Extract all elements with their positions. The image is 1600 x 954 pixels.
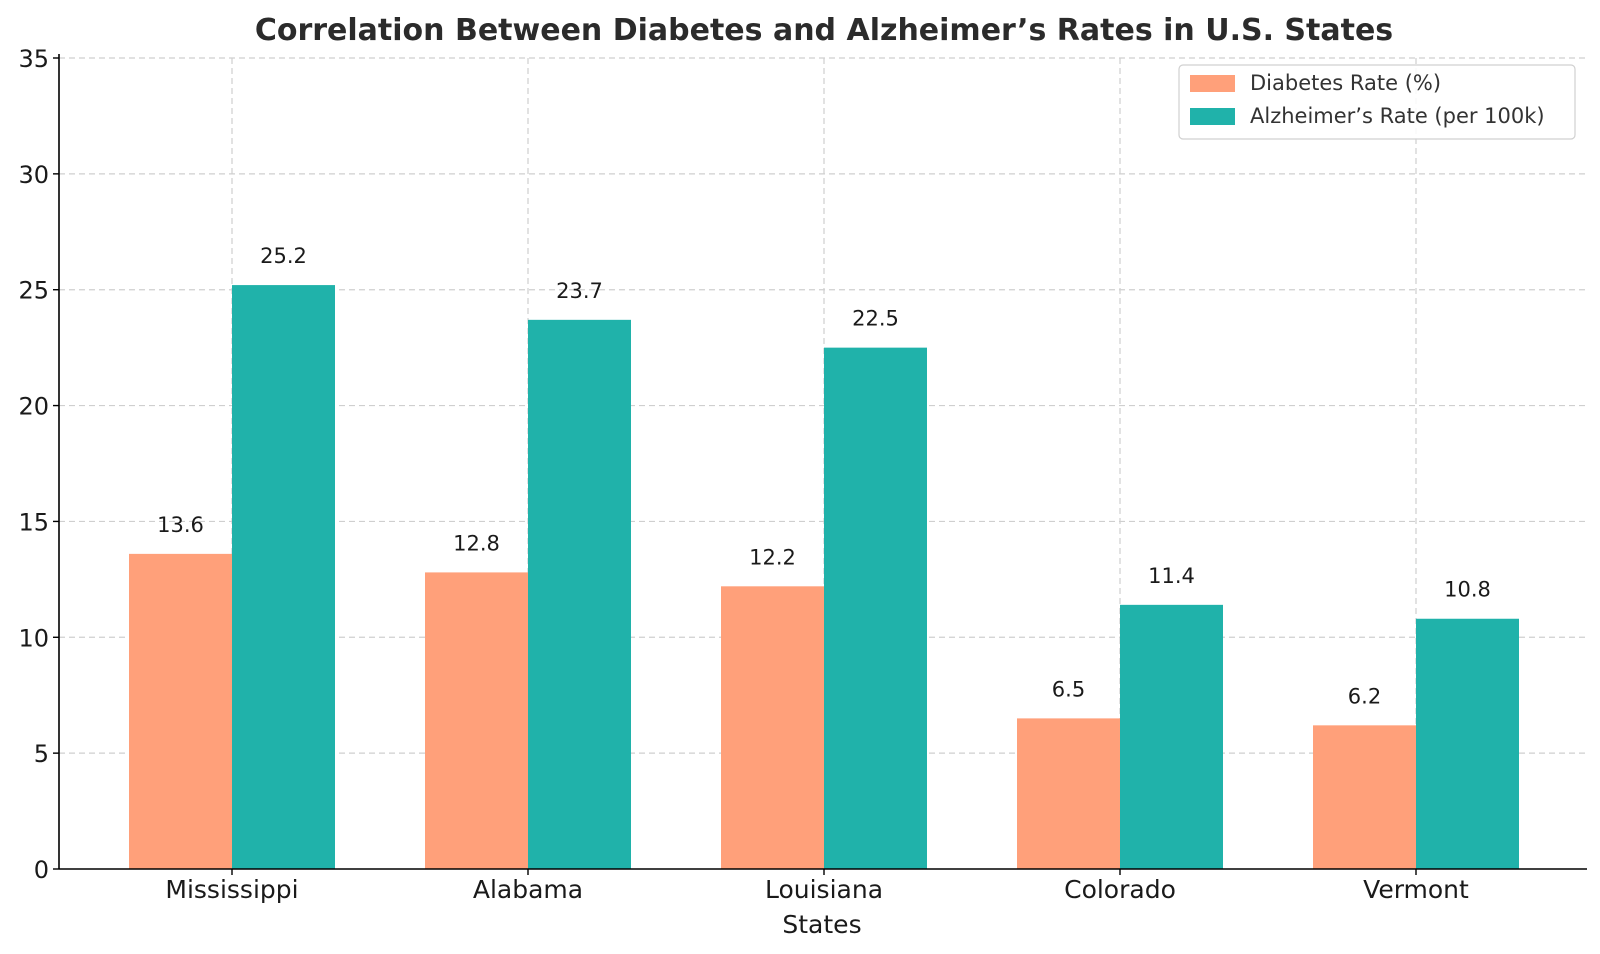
y-tick-label: 0 [34, 856, 49, 884]
bar-diabetes-louisiana [721, 586, 824, 869]
data-label-alzheimers-mississippi: 25.2 [260, 244, 307, 268]
chart-title: Correlation Between Diabetes and Alzheim… [255, 13, 1393, 48]
x-tick-label-colorado: Colorado [1064, 875, 1176, 904]
x-axis-label: States [782, 910, 861, 939]
x-tick-label-alabama: Alabama [473, 875, 583, 904]
y-tick-labels: 0 5 10 15 20 25 30 35 [18, 45, 59, 884]
bar-diabetes-colorado [1017, 718, 1120, 869]
data-label-diabetes-louisiana: 12.2 [749, 545, 796, 569]
bar-alzheimers-vermont [1416, 618, 1519, 869]
legend-items: Diabetes Rate (%) Alzheimer’s Rate (per 1… [1190, 71, 1545, 128]
data-label-alzheimers-alabama: 23.7 [556, 279, 603, 303]
bar-alzheimers-mississippi [232, 285, 335, 870]
bar-diabetes-alabama [425, 572, 528, 869]
data-label-alzheimers-louisiana: 22.5 [852, 307, 899, 331]
bar-alzheimers-louisiana [824, 347, 927, 870]
x-tick-label-louisiana: Louisiana [765, 875, 883, 904]
y-tick-label: 5 [34, 740, 49, 768]
bar-alzheimers-alabama [528, 319, 631, 869]
data-label-alzheimers-colorado: 11.4 [1148, 564, 1195, 588]
legend: Diabetes Rate (%) Alzheimer’s Rate (per 1… [1178, 64, 1576, 140]
y-tick-label: 25 [18, 277, 49, 305]
legend-box [1178, 64, 1576, 140]
bar-diabetes-mississippi [129, 553, 232, 869]
data-labels: 13.6 12.8 12.2 6.5 6.2 25.2 23.7 22.5 11.4 10.8 [157, 244, 1491, 708]
y-tick-label: 30 [18, 161, 49, 189]
axes [58, 54, 1587, 870]
bars [129, 285, 1519, 870]
legend-label-diabetes: Diabetes Rate (%) [1250, 71, 1441, 95]
legend-swatch-alzheimers [1190, 108, 1235, 125]
data-label-diabetes-colorado: 6.5 [1052, 677, 1085, 701]
data-label-diabetes-vermont: 6.2 [1348, 684, 1381, 708]
x-tick-label-vermont: Vermont [1363, 875, 1469, 904]
data-label-diabetes-mississippi: 13.6 [157, 513, 204, 537]
y-tick-label: 35 [18, 45, 49, 73]
y-tick-label: 15 [18, 508, 49, 536]
data-label-alzheimers-vermont: 10.8 [1444, 578, 1491, 602]
data-label-diabetes-alabama: 12.8 [453, 531, 500, 555]
y-tick-label: 20 [18, 393, 49, 421]
x-tick-label-mississippi: Mississippi [165, 875, 298, 904]
y-tick-label: 10 [18, 624, 49, 652]
bar-alzheimers-colorado [1120, 604, 1223, 869]
x-tick-labels: Mississippi Alabama Louisiana Colorado Vermo… [165, 869, 1469, 904]
legend-swatch-diabetes [1190, 75, 1235, 92]
bar-diabetes-vermont [1313, 725, 1416, 869]
legend-label-alzheimers: Alzheimer’s Rate (per 100k) [1250, 104, 1545, 128]
